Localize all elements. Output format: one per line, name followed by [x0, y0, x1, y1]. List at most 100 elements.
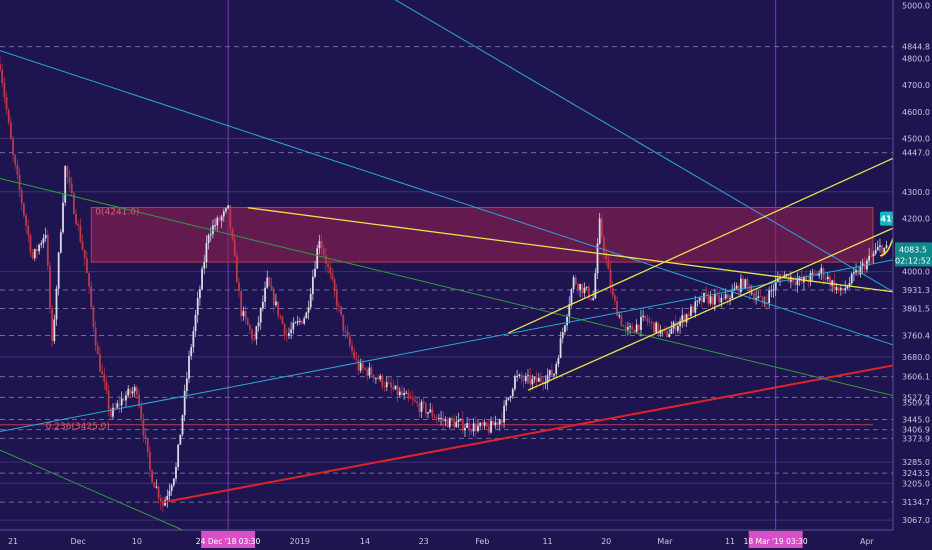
candle-body [564, 325, 566, 333]
candle-body [446, 419, 449, 428]
price-tick-label: 4500.0 [902, 134, 930, 143]
candle-body [231, 228, 234, 240]
candle-body [559, 338, 562, 358]
candle-body [755, 298, 758, 300]
candle-body [557, 357, 560, 365]
candle-body [470, 430, 473, 432]
time-tick-label: 20 [601, 537, 611, 546]
candle-body [216, 217, 219, 226]
candle-body [603, 237, 605, 253]
candle-body [511, 389, 514, 396]
candle-body [405, 392, 408, 394]
candle-body [461, 418, 464, 431]
price-tick-label: 3205.0 [902, 479, 930, 488]
candle-body [327, 263, 329, 267]
candle-body [175, 466, 177, 479]
candle-body [740, 278, 742, 293]
candle-body [346, 331, 349, 337]
candle-body [383, 386, 386, 388]
candle-body [29, 235, 32, 253]
candle-body [753, 292, 755, 300]
candle-body [750, 292, 753, 294]
candle-body [55, 288, 58, 320]
candle-body [503, 405, 505, 423]
candle-body [157, 486, 160, 498]
candle-body [492, 420, 495, 426]
candle-body [320, 240, 323, 249]
price-tick-label: 3243.5 [902, 469, 930, 478]
candle-body [633, 329, 636, 333]
candle-body [229, 205, 232, 229]
candle-body [566, 316, 568, 326]
candle-body [535, 377, 538, 382]
candle-body [309, 293, 312, 308]
candle-body [353, 351, 356, 359]
time-tick-label: 14 [360, 537, 370, 546]
candle-body [759, 296, 762, 298]
price-tick-label: 4800.0 [902, 55, 930, 64]
candle-body [244, 311, 247, 319]
candle-body [494, 422, 497, 426]
candle-body [581, 283, 584, 293]
candle-body [340, 306, 343, 315]
candle-body [77, 224, 80, 226]
candle-body [605, 252, 608, 260]
candle-body [99, 354, 101, 372]
candle-body [64, 166, 67, 203]
candle-body [692, 306, 695, 313]
time-tick-label: Dec [70, 537, 85, 546]
candle-body [149, 452, 151, 471]
candle-body [514, 376, 516, 390]
candle-body [403, 393, 406, 396]
candle-body [303, 318, 306, 324]
candle-body [214, 225, 217, 227]
candle-body [553, 373, 555, 376]
candle-body [416, 401, 419, 404]
candle-body [62, 202, 64, 233]
candle-body [18, 174, 21, 190]
candle-body [546, 375, 549, 383]
candle-body [451, 418, 453, 421]
candle-body [190, 347, 193, 356]
candle-body [331, 273, 334, 280]
candle-body [687, 314, 690, 316]
candle-body [433, 416, 436, 418]
price-axis[interactable]: 5000.0 4844.8 4800.0 4700.0 4600.0 4500.0 4447… [892, 0, 932, 550]
candle-body [457, 420, 460, 422]
price-tick-label: 4844.8 [902, 43, 930, 52]
candle-body [544, 382, 547, 384]
candle-body [49, 265, 51, 308]
candle-body [744, 279, 747, 288]
candle-body [570, 289, 573, 305]
candle-body [577, 284, 579, 290]
candle-body [248, 325, 251, 330]
candle-body [14, 154, 17, 165]
candle-body [852, 272, 855, 274]
candle-body [653, 322, 655, 333]
candle-body [125, 395, 127, 401]
candle-body [655, 322, 658, 333]
candle-body [361, 363, 364, 369]
candle-body [579, 283, 582, 290]
candle-body [105, 381, 108, 391]
candle-body [116, 403, 119, 408]
candle-body [700, 297, 703, 303]
candle-body [414, 399, 416, 402]
candle-body [118, 403, 121, 406]
candle-body [724, 294, 727, 299]
time-axis[interactable]: 21 Dec 10 2019 14 23 Feb 11 20 Mar 11 Apr 24 Dec '18… [0, 529, 932, 550]
candle-body [251, 329, 253, 340]
candle-body [690, 306, 692, 316]
candle-body [524, 376, 527, 382]
candle-body [192, 331, 195, 348]
candle-body [342, 314, 345, 331]
candle-body [209, 234, 212, 236]
candle-body [498, 419, 501, 425]
candle-body [179, 434, 182, 445]
candle-body [509, 395, 512, 398]
candle-body [648, 321, 651, 323]
candle-body [59, 232, 62, 253]
candle-body [846, 286, 849, 289]
candle-body [859, 266, 862, 275]
